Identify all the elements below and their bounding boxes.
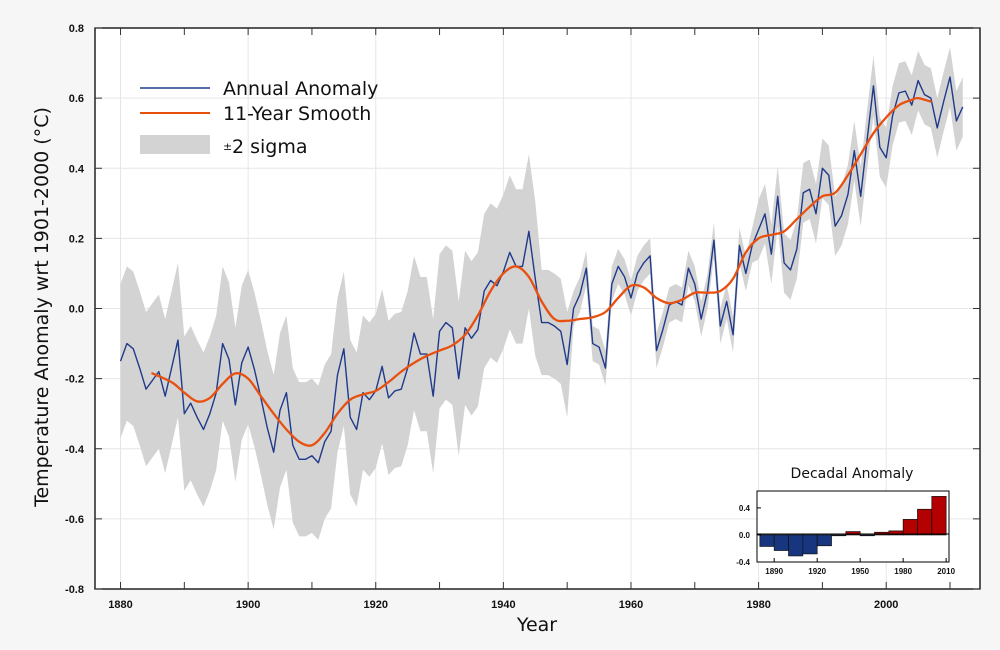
y-tick-label: -0.6 xyxy=(65,514,84,526)
y-tick-label: 0.6 xyxy=(69,93,84,105)
inset-bar xyxy=(931,496,947,536)
y-tick-label: -0.4 xyxy=(65,444,85,456)
x-tick-label: 1900 xyxy=(236,599,260,611)
x-tick-label: 1940 xyxy=(491,599,515,611)
x-tick-label: 1980 xyxy=(746,599,770,611)
y-tick-label: 0.2 xyxy=(69,233,84,245)
sigma-band xyxy=(120,47,963,540)
inset-bar xyxy=(845,531,861,536)
inset-x-tick-label: 1980 xyxy=(894,567,912,576)
x-tick-label: 2000 xyxy=(874,599,898,611)
y-tick-label: 0.4 xyxy=(69,163,85,175)
inset-y-tick-label: 0.0 xyxy=(739,531,751,540)
legend: Annual Anomaly 11-Year Smooth ± 2 sigma xyxy=(140,78,378,158)
inset-y-tick-label: -0.4 xyxy=(736,558,750,567)
inset-bar xyxy=(902,519,918,536)
inset-bar xyxy=(788,534,804,557)
inset-frame xyxy=(756,490,950,563)
inset-x-tick-label: 1950 xyxy=(851,567,869,576)
legend-swatch-sigma xyxy=(140,135,210,154)
x-tick-label: 1960 xyxy=(619,599,643,611)
inset-y-tick-label: 0.4 xyxy=(739,504,751,513)
legend-pm-symbol: ± xyxy=(223,140,232,153)
inset-bar xyxy=(816,534,832,547)
inset-axes: -0.4 0.0 0.4 1890 1920 1950 1980 2010 xyxy=(736,504,955,576)
x-tick-label: 1880 xyxy=(108,599,132,611)
y-axis-ticks: -0.8 -0.6 -0.4 -0.2 0.0 0.2 0.4 0.6 0.8 xyxy=(65,23,980,596)
inset-bar xyxy=(859,534,875,537)
legend-label-smooth: 11-Year Smooth xyxy=(223,103,371,125)
legend-label-annual: Annual Anomaly xyxy=(223,78,378,100)
inset-x-tick-label: 1890 xyxy=(765,567,783,576)
inset-bars xyxy=(759,496,947,557)
inset-title: Decadal Anomaly xyxy=(791,466,914,482)
inset-x-tick-label: 1920 xyxy=(808,567,826,576)
inset-bar xyxy=(773,534,789,551)
inset-bar xyxy=(802,534,818,555)
y-tick-label: 0.0 xyxy=(69,304,84,316)
y-tick-label: 0.8 xyxy=(69,23,84,35)
legend-label-sigma: 2 sigma xyxy=(232,136,308,158)
x-tick-label: 1920 xyxy=(364,599,388,611)
smooth-series xyxy=(151,96,933,447)
decadal-inset: Decadal Anomaly -0.4 0.0 0.4 1890 1920 1950 19… xyxy=(736,466,955,576)
y-tick-label: -0.2 xyxy=(65,374,84,386)
inset-bar xyxy=(759,534,775,547)
y-tick-label: -0.8 xyxy=(65,584,84,596)
inset-bar xyxy=(917,508,933,536)
x-axis-ticks: 1880 1900 1920 1940 1960 1980 2000 xyxy=(108,28,951,611)
inset-x-tick-label: 2010 xyxy=(937,567,955,576)
smooth-line xyxy=(151,96,933,447)
inset-bar xyxy=(831,534,847,537)
y-axis-title: Temperature Anomaly wrt 1901-2000 (°C) xyxy=(31,107,53,508)
sigma-band-area xyxy=(120,47,963,540)
x-axis-title: Year xyxy=(516,614,557,636)
